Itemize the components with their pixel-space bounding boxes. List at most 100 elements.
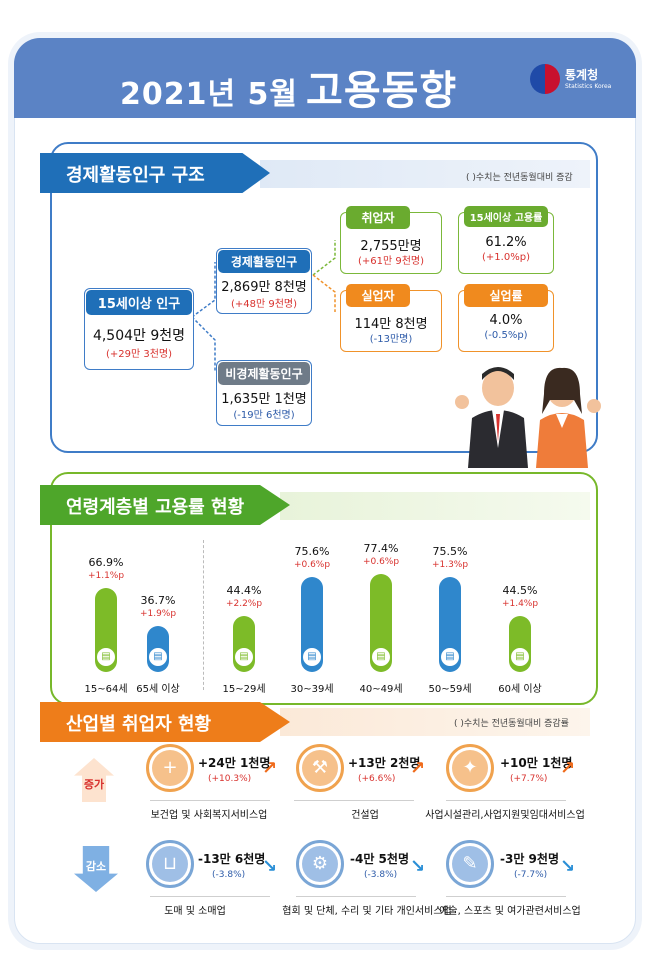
structure-note: ( )수치는 전년동월대비 증감 [466,173,573,183]
inc-2-value: +13만 2천명 [348,756,421,770]
age-header-strip [280,492,590,520]
age-change-label: +1.9%p [139,608,177,619]
non-active-label: 비경제활동인구 [218,362,310,385]
document-icon: ▤ [301,646,323,668]
org-subname: Statistics Korea [565,83,612,90]
non-active-value: 1,635만 1천명 [221,392,307,407]
age-rate-label: 77.4% [363,542,399,556]
unemployed-label: 실업자 [346,284,410,307]
pop15-change: (+29만 3천명) [105,349,173,360]
age-rate-label: 66.9% [88,555,124,569]
down-trend-icon: ↘ [410,856,426,877]
page-title: 2021년 5월 고용동향 [120,58,457,116]
dec-1-underline [150,896,270,897]
document-icon: ▤ [233,646,255,668]
employed-label: 취업자 [346,206,410,229]
sports-icon: ✎ [446,840,494,888]
inc-1-name: 보건업 및 사회복지서비스업 [150,810,268,821]
industry-header-strip [280,708,590,736]
facility-tools-icon: ✦ [446,744,494,792]
inc-2-pct: (+6.6%) [358,774,396,784]
age-change-label: +1.4%p [501,598,539,609]
inc-3-underline [446,800,566,801]
title-main: 고용동향 [306,68,458,114]
medical-kit-icon: + [146,744,194,792]
unemp-rate-value: 4.0% [489,313,523,328]
increase-label: 증가 [83,778,105,791]
dec-2-name: 협회 및 단체, 수리 및 기타 개인서비스업 [282,906,452,917]
dec-3-name: 예술, 스포츠 및 여가관련서비스업 [439,906,581,917]
structure-heading: 경제활동인구 구조 [40,153,270,193]
age-rate-label: 75.5% [432,544,468,558]
econ-active-change: (+48만 9천명) [230,299,298,310]
age-group-label: 15~64세 [84,684,128,695]
unemployed-change: (-13만명) [369,334,413,345]
dec-2-value: -4만 5천명 [350,852,409,866]
dec-1-pct: (-3.8%) [212,870,246,880]
inc-3-name: 사업시설관리,사업지원및임대서비스업 [425,810,585,821]
inc-1-pct: (+10.3%) [208,774,252,784]
employed-value: 2,755만명 [360,239,422,254]
shopping-basket-icon: ⊔ [146,840,194,888]
age-rate-label: 44.5% [502,583,538,597]
industry-heading: 산업별 취업자 현황 [40,702,290,742]
emp-rate-change: (+1.0%p) [482,252,530,263]
pop15-value: 4,504만 9천명 [92,328,186,344]
up-trend-icon: ↗ [560,758,576,779]
excavator-icon: ⚒ [296,744,344,792]
document-icon: ▤ [147,646,169,668]
dec-3-pct: (-7.7%) [514,870,548,880]
unemployed-value: 114만 8천명 [354,317,428,332]
econ-active-label: 경제활동인구 [218,250,310,273]
dec-2-underline [296,896,416,897]
age-group-label: 65세 이상 [136,684,180,695]
decrease-label: 감소 [85,860,107,873]
document-icon: ▤ [370,646,392,668]
unemp-rate-label: 실업률 [464,284,548,307]
inc-2-name: 건설업 [351,810,379,821]
industry-note: ( )수치는 전년동월대비 증감률 [454,719,569,729]
dec-3-value: -3만 9천명 [500,852,559,866]
age-group-label: 15~29세 [222,684,266,695]
down-trend-icon: ↘ [560,856,576,877]
age-change-label: +1.3%p [431,559,469,570]
inc-3-value: +10만 1천명 [500,756,573,770]
dec-3-underline [446,896,566,897]
statistics-korea-logo-icon [530,64,560,94]
document-icon: ▤ [509,646,531,668]
age-group-label: 50~59세 [428,684,472,695]
age-divider [203,540,204,690]
emp-rate-label: 15세이상 고용률 [464,206,548,227]
up-trend-icon: ↗ [262,758,278,779]
up-trend-icon: ↗ [410,758,426,779]
age-heading: 연령계층별 고용률 현황 [40,485,290,525]
inc-3-pct: (+7.7%) [510,774,548,784]
age-change-label: +0.6%p [362,557,400,568]
age-rate-label: 44.4% [226,584,262,598]
inc-1-value: +24만 1천명 [198,756,271,770]
people-illustration [455,367,601,468]
age-rate-label: 36.7% [140,593,176,607]
title-date: 2021년 5월 [120,77,299,112]
age-change-label: +2.2%p [225,599,263,610]
wrench-building-icon: ⚙ [296,840,344,888]
age-group-label: 40~49세 [359,684,403,695]
non-active-change: (-19만 6천명) [233,410,295,421]
dec-1-value: -13만 6천명 [198,852,266,866]
dec-1-name: 도매 및 소매업 [164,906,226,917]
structure-header-strip [260,160,590,188]
employed-change: (+61만 9천명) [357,256,425,267]
age-group-label: 30~39세 [290,684,334,695]
emp-rate-value: 61.2% [485,235,527,250]
document-icon: ▤ [95,646,117,668]
dec-2-pct: (-3.8%) [364,870,398,880]
age-rate-label: 75.6% [294,544,330,558]
inc-1-underline [150,800,270,801]
age-change-label: +1.1%p [87,570,125,581]
org-name: 통계청 [565,68,599,82]
down-trend-icon: ↘ [262,856,278,877]
pop15-label: 15세이상 인구 [86,290,192,315]
inc-2-underline [294,800,414,801]
econ-active-value: 2,869만 8천명 [221,280,307,295]
